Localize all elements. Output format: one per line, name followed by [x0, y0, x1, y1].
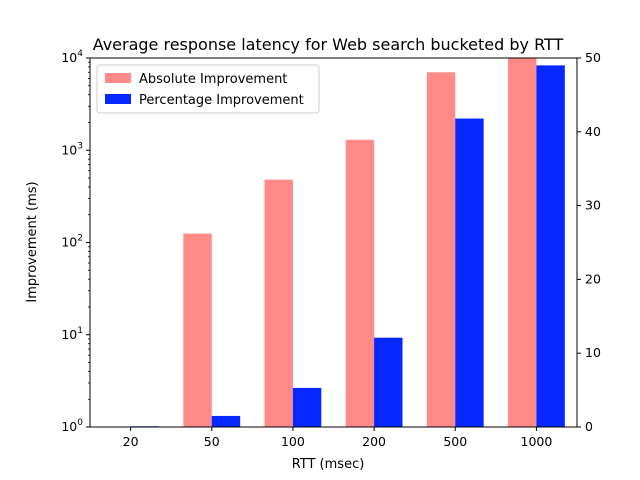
absolute-bar-1000 [508, 58, 537, 427]
y-tick-label: 103 [61, 141, 83, 157]
absolute-bar-200 [345, 139, 375, 428]
y2-tick-label: 0 [585, 419, 593, 434]
y2-tick-label: 10 [585, 345, 601, 360]
y-tick-label: 101 [61, 326, 83, 342]
y2-tick-label: 40 [585, 124, 601, 139]
percentage-bar-50 [211, 415, 241, 427]
y2-tick-label: 30 [585, 198, 601, 213]
y-tick-label: 100 [61, 418, 83, 434]
percentage-bar-200 [374, 337, 403, 427]
x-tick-label: 50 [204, 434, 220, 449]
chart-title: Average response latency for Web search … [93, 35, 564, 54]
legend: Absolute Improvement Percentage Improveme… [96, 64, 320, 114]
absolute-bar-500 [426, 72, 456, 427]
absolute-bar-50 [183, 233, 212, 427]
absolute-bar-100 [264, 179, 293, 427]
x-tick-label: 100 [281, 434, 305, 449]
y-tick-label: 102 [61, 234, 83, 250]
legend-label: Percentage Improvement [139, 93, 304, 108]
legend-swatch [105, 73, 131, 83]
y-tick-label: 104 [61, 49, 83, 65]
x-axis-label: RTT (msec) [292, 457, 365, 472]
x-tick-label: 1000 [521, 434, 553, 449]
legend-label: Absolute Improvement [139, 72, 287, 87]
percentage-bar-1000 [536, 65, 565, 427]
x-tick-label: 200 [362, 434, 386, 449]
legend-swatch [105, 94, 131, 104]
legend-box [96, 64, 320, 114]
percentage-bar-500 [455, 118, 484, 428]
y2-tick-label: 50 [585, 50, 601, 65]
percentage-bar-100 [292, 387, 322, 427]
y2-tick-label: 20 [585, 271, 601, 286]
x-tick-label: 20 [123, 434, 139, 449]
x-tick-label: 500 [443, 434, 467, 449]
y-axis-label: Improvement (ms) [25, 181, 40, 302]
plot-area: 20 50 100 200 500 1000 100 101 102 103 104 0 10 20 30 4… [61, 49, 601, 449]
